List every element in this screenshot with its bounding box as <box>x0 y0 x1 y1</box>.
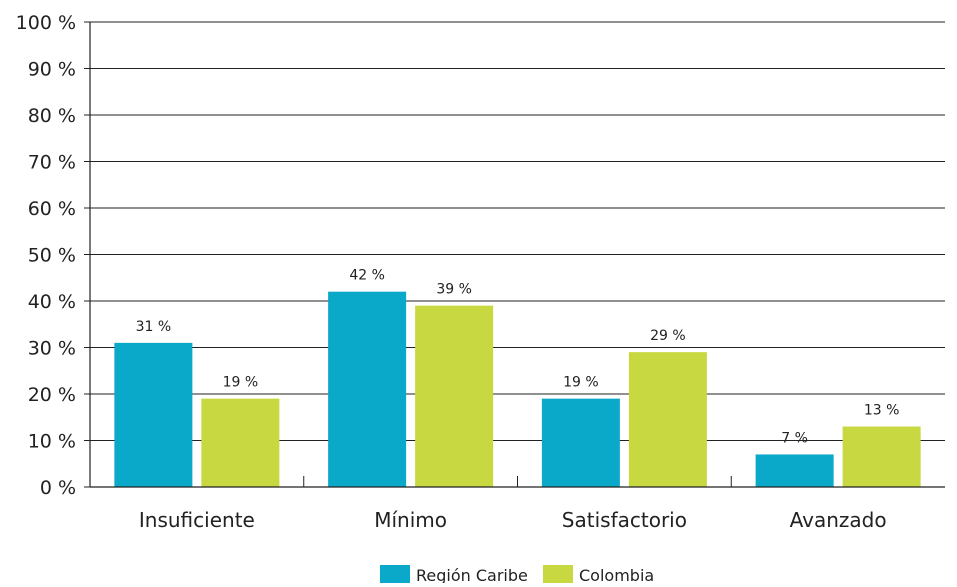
bar <box>328 291 407 487</box>
data-label: 13 % <box>864 403 900 419</box>
legend-swatch <box>543 565 573 583</box>
y-tick-label: 20 % <box>28 384 76 406</box>
legend-swatch <box>380 565 410 583</box>
x-tick-label: Insuficiente <box>139 508 255 532</box>
bars <box>114 291 921 487</box>
bar <box>628 352 707 487</box>
y-tick-label: 50 % <box>28 245 76 267</box>
y-tick-label: 80 % <box>28 105 76 127</box>
y-tick-label: 90 % <box>28 59 76 81</box>
y-axis-ticks: 0 % 10 % 20 % 30 % 40 % 50 % 60 % 70 % 80 % 90 % 1… <box>16 12 90 499</box>
legend-label: Colombia <box>579 566 654 583</box>
y-tick-label: 10 % <box>28 431 76 453</box>
bar <box>541 398 620 487</box>
x-tick-label: Mínimo <box>374 508 447 532</box>
legend: Región Caribe Colombia <box>380 565 654 585</box>
data-label: 7 % <box>781 430 808 446</box>
y-tick-label: 0 % <box>40 477 76 499</box>
x-tick-label: Avanzado <box>790 508 887 532</box>
data-label: 42 % <box>349 268 385 284</box>
bar <box>842 426 921 487</box>
y-tick-label: 60 % <box>28 198 76 220</box>
data-label: 31 % <box>136 319 172 335</box>
bar <box>201 398 280 487</box>
x-tick-label: Satisfactorio <box>562 508 687 532</box>
gridlines <box>90 21 945 441</box>
x-axis-ticks: Insuficiente Mínimo Satisfactorio Avanzado <box>139 476 887 532</box>
bar <box>415 305 494 487</box>
data-label: 19 % <box>563 375 599 391</box>
bar <box>114 342 193 487</box>
data-label: 19 % <box>223 375 259 391</box>
legend-label: Región Caribe <box>416 566 528 583</box>
y-tick-label: 70 % <box>28 152 76 174</box>
data-labels: 31 % 19 % 42 % 39 % 19 % 29 % 7 % 13 % <box>136 268 900 447</box>
data-label: 39 % <box>436 282 472 298</box>
y-tick-label: 40 % <box>28 291 76 313</box>
data-label: 29 % <box>650 328 686 344</box>
bar <box>755 454 834 487</box>
y-tick-label: 100 % <box>16 12 76 34</box>
y-tick-label: 30 % <box>28 338 76 360</box>
